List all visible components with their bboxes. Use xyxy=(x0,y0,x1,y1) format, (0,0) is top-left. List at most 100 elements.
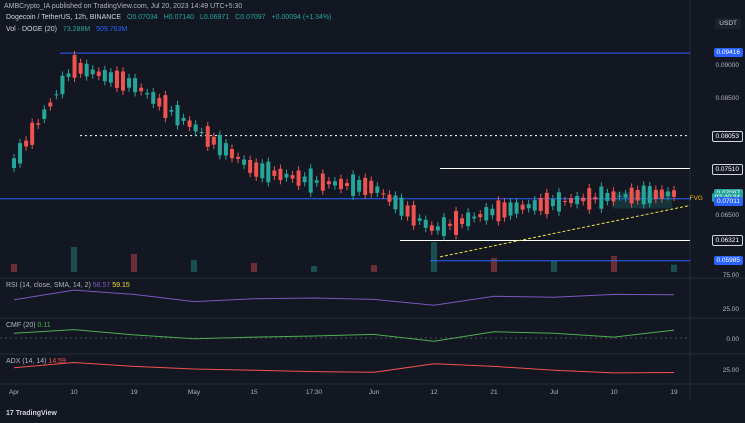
candle-body xyxy=(411,204,416,226)
candle-body xyxy=(199,131,204,133)
candle-body xyxy=(308,168,313,193)
candle-body xyxy=(635,189,640,201)
candle-body xyxy=(12,158,16,168)
volume-bar xyxy=(491,258,497,272)
x-tick-label: 17:30 xyxy=(305,389,323,396)
candle-body xyxy=(641,185,646,205)
candle-body xyxy=(163,95,168,119)
candle-body xyxy=(248,159,253,173)
adx-tick: 25.00 xyxy=(722,367,739,374)
price-pill: 0.09416 xyxy=(713,48,743,58)
change-value: +0.00094 (+1.34%) xyxy=(271,14,332,21)
currency-label[interactable]: USDT xyxy=(715,18,741,29)
cmf-label: CMF (20) xyxy=(6,322,36,329)
rsi-value-2: 59.15 xyxy=(112,282,130,289)
candle-body xyxy=(229,149,234,159)
candle-body xyxy=(205,126,210,147)
candle-body xyxy=(326,181,331,185)
volume-value-1: 73.288M xyxy=(62,26,91,33)
candle-body xyxy=(260,163,265,179)
candle-body xyxy=(405,205,410,217)
adx-value: 14.59 xyxy=(48,358,66,365)
rsi-line xyxy=(13,289,675,306)
close-value: C0.07097 xyxy=(235,14,266,21)
cmf-title[interactable]: CMF (20) 0.11 xyxy=(6,322,51,329)
volume-bar xyxy=(71,247,77,272)
adx-line xyxy=(13,361,675,374)
candle-body xyxy=(544,192,549,215)
candle-body xyxy=(575,195,580,205)
candle-body xyxy=(314,180,319,183)
candle-body xyxy=(563,201,568,203)
candle-body xyxy=(108,72,113,83)
publisher-note: AMBCrypto_IA published on TradingView.co… xyxy=(4,3,243,10)
rsi-value-1: 58.57 xyxy=(92,282,111,289)
candle-body xyxy=(272,170,277,177)
candle-body xyxy=(478,214,483,218)
candle-body xyxy=(611,191,616,202)
adx-title[interactable]: ADX (14, 14) 14.59 xyxy=(6,358,66,365)
rsi-title[interactable]: RSI (14, close, SMA, 14, 2) 58.57 59.15 xyxy=(6,282,130,289)
candle-body xyxy=(102,70,107,82)
volume-bar xyxy=(11,264,17,272)
price-pill: 0.06321 xyxy=(711,235,743,247)
candle-body xyxy=(369,180,374,194)
open-value: O0.07034 xyxy=(127,14,158,21)
adx-label: ADX (14, 14) xyxy=(6,358,47,365)
symbol-label[interactable]: Dogecoin / TetherUS, 12h, BINANCE xyxy=(6,14,122,21)
candle-body xyxy=(48,102,53,107)
cmf-line xyxy=(13,329,675,342)
volume-bar xyxy=(371,265,377,272)
candle-body xyxy=(338,178,343,190)
y-tick-2: 0.08500 xyxy=(715,95,740,102)
x-tick-label: Apr xyxy=(8,389,20,396)
candle-body xyxy=(139,87,144,92)
rsi-label: RSI (14, close, SMA, 14, 2) xyxy=(6,282,91,289)
candle-body xyxy=(120,71,125,91)
candle-body xyxy=(78,62,83,74)
candle-body xyxy=(441,217,446,237)
candle-body xyxy=(460,218,465,225)
volume-bar xyxy=(131,254,137,272)
x-tick-label: May xyxy=(187,389,201,396)
tv-icon: 17 xyxy=(6,410,16,417)
candle-body xyxy=(593,197,598,200)
candle-body xyxy=(211,136,216,145)
trendline xyxy=(439,204,691,258)
price-pill: 02:40:34 xyxy=(711,192,743,202)
candle-body xyxy=(351,174,356,196)
candle-body xyxy=(290,175,295,179)
price-pill: 0.08053 xyxy=(711,130,743,142)
candle-body xyxy=(284,173,289,178)
candle-body xyxy=(84,63,89,77)
x-tick-label: 19 xyxy=(130,389,138,396)
high-value: H0.07140 xyxy=(163,14,195,21)
candle-body xyxy=(193,124,198,132)
candle-body xyxy=(472,216,477,219)
volume-bar xyxy=(671,264,677,272)
candle-body xyxy=(90,69,95,75)
candle-body xyxy=(532,200,537,211)
rsi-tick-1: 75.00 xyxy=(722,272,739,279)
symbol-header: Dogecoin / TetherUS, 12h, BINANCE O0.070… xyxy=(6,14,335,21)
low-value: L0.06971 xyxy=(200,14,230,21)
brand-name: TradingView xyxy=(15,410,57,417)
tradingview-logo[interactable]: 17 TradingView xyxy=(6,410,57,417)
candle-body xyxy=(278,168,283,181)
candle-body xyxy=(647,186,652,204)
candle-body xyxy=(66,73,71,77)
candle-body xyxy=(151,92,156,104)
candle-body xyxy=(435,226,440,231)
volume-bar xyxy=(311,266,317,272)
candle-body xyxy=(508,202,513,216)
volume-label[interactable]: Vol · DOGE (20) xyxy=(6,26,57,33)
cmf-value: 0.11 xyxy=(37,322,51,329)
candle-body xyxy=(484,207,489,221)
candle-body xyxy=(96,71,101,76)
volume-bar xyxy=(251,263,257,272)
candle-body xyxy=(665,191,670,197)
fvg-annotation: FVG xyxy=(689,195,703,202)
candle-body xyxy=(569,198,574,204)
candle-body xyxy=(393,195,398,210)
